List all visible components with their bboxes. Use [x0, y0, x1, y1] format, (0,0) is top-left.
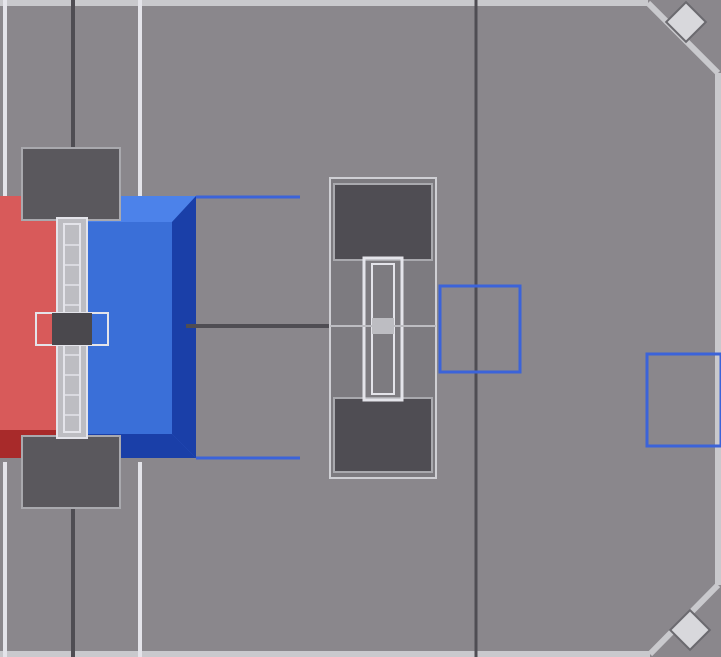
- switch-plate-top: [333, 183, 433, 261]
- blue-zone-outline: [196, 195, 300, 460]
- corner-guard-bottom: [668, 608, 712, 652]
- switch-plate-bottom: [333, 397, 433, 473]
- exchange-zone: [645, 352, 721, 448]
- cube-pile-zone: [438, 284, 522, 374]
- corner-guard-top: [664, 0, 708, 44]
- red-alliance-platform: [0, 196, 56, 458]
- switch: [329, 177, 437, 479]
- scale-lines: [3, 0, 478, 657]
- scale-arm: [21, 147, 121, 509]
- power-cube-pile: [438, 284, 522, 374]
